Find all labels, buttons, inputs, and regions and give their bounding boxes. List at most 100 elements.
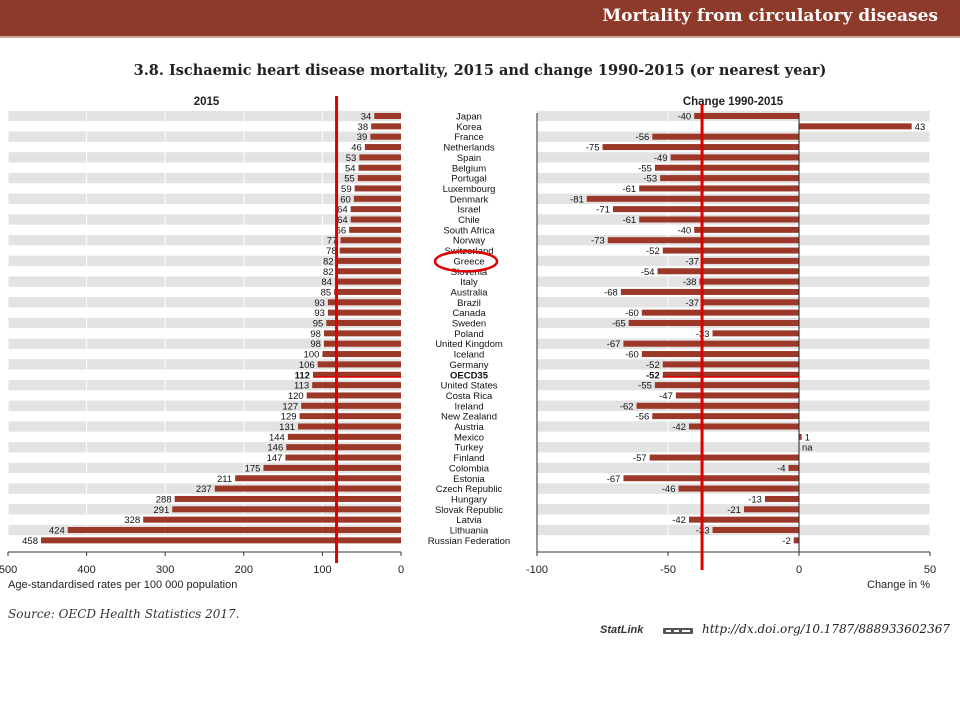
label-2015-oecd35: 112: [295, 370, 310, 381]
bar-change-slovak-republic: [743, 506, 799, 513]
label-2015-luxembourg: 59: [341, 184, 352, 195]
category-chile: Chile: [458, 215, 480, 226]
category-brazil: Brazil: [457, 298, 481, 309]
label-change-greece: -37: [685, 256, 699, 267]
label-2015-austria: 131: [279, 422, 295, 433]
label-change-australia: -68: [604, 287, 618, 298]
bar-2015-spain: [359, 154, 401, 161]
label-change-turkey: na: [802, 443, 813, 454]
label-change-ireland: -62: [620, 401, 634, 412]
label-2015-poland: 98: [310, 329, 321, 340]
bar-change-hungary: [764, 495, 799, 502]
label-change-spain: -49: [654, 153, 668, 164]
label-2015-spain: 53: [346, 153, 357, 164]
bar-change-france: [652, 133, 799, 140]
bar-change-poland: [712, 330, 799, 337]
bar-2015-ireland: [301, 402, 401, 409]
category-turkey: Turkey: [455, 443, 484, 454]
label-2015-norway: 77: [327, 236, 338, 247]
label-change-netherlands: -75: [586, 143, 600, 154]
bar-change-brazil: [702, 299, 799, 306]
label-change-italy: -38: [683, 277, 697, 288]
stripe-right: [537, 462, 930, 474]
chart-title: 3.8. Ischaemic heart disease mortality, …: [133, 62, 827, 79]
label-2015-estonia: 211: [217, 474, 232, 485]
label-change-russian-federation: -2: [782, 536, 790, 547]
bar-2015-australia: [334, 288, 401, 295]
category-mexico: Mexico: [454, 432, 484, 443]
statlink-url[interactable]: http://dx.doi.org/10.1787/888933602367: [702, 622, 950, 636]
label-2015-hungary: 288: [156, 494, 172, 505]
bar-2015-lithuania: [67, 527, 402, 533]
label-change-denmark: -81: [570, 194, 584, 205]
stripe-left: [8, 297, 401, 308]
label-change-austria: -42: [672, 422, 686, 433]
label-2015-greece: 82: [323, 256, 334, 267]
bar-change-luxembourg: [639, 185, 799, 192]
stripe-left: [8, 214, 401, 225]
label-2015-iceland: 100: [304, 350, 320, 361]
bar-2015-luxembourg: [354, 185, 401, 192]
label-2015-czech-republic: 237: [196, 484, 212, 495]
category-estonia: Estonia: [453, 474, 485, 485]
x-axis-label-left: Age-standardised rates per 100 000 popul…: [8, 579, 237, 591]
bar-2015-poland: [323, 330, 401, 337]
bar-change-chile: [639, 216, 799, 223]
stripe-left: [8, 400, 401, 411]
label-change-latvia: -42: [672, 515, 686, 526]
label-2015-denmark: 60: [340, 194, 351, 205]
tick-label-right--100: -100: [526, 564, 548, 576]
label-change-germany: -52: [646, 360, 660, 371]
category-spain: Spain: [457, 153, 481, 164]
bar-change-belgium: [654, 164, 799, 171]
panel-title-left: 2015: [194, 96, 220, 108]
section-banner: [0, 0, 960, 36]
bar-change-ireland: [636, 402, 799, 409]
bar-2015-norway: [340, 237, 401, 244]
stripe-left: [8, 442, 401, 453]
stripe-right: [537, 442, 930, 453]
tick-label-left-200: 200: [235, 564, 253, 576]
label-change-luxembourg: -61: [622, 184, 636, 195]
bar-2015-brazil: [327, 299, 401, 306]
label-2015-japan: 34: [361, 112, 372, 123]
bar-2015-estonia: [235, 475, 401, 482]
bar-2015-latvia: [143, 516, 401, 523]
label-2015-korea: 38: [358, 122, 369, 133]
label-change-portugal: -53: [643, 174, 657, 185]
bar-change-mexico: [799, 433, 802, 440]
stripe-left: [8, 359, 401, 370]
label-change-mexico: 1: [805, 432, 810, 443]
statlink-label: StatLink: [600, 624, 644, 636]
category-israel: Israel: [457, 205, 480, 216]
bar-change-spain: [670, 154, 799, 161]
bar-change-estonia: [623, 475, 799, 482]
x-axis-label-right: Change in %: [867, 579, 930, 591]
category-oecd35: OECD35: [450, 370, 489, 381]
bar-change-switzerland: [662, 247, 799, 254]
tick-label-left-400: 400: [77, 564, 95, 576]
bar-change-korea: [799, 123, 912, 130]
category-ireland: Ireland: [454, 401, 483, 412]
label-2015-united-kingdom: 98: [310, 339, 321, 350]
panel-title-right: Change 1990-2015: [683, 96, 784, 108]
label-change-sweden: -65: [612, 319, 626, 330]
bar-change-israel: [612, 206, 799, 213]
bar-change-czech-republic: [678, 485, 799, 492]
bar-2015-belgium: [358, 164, 401, 171]
category-lithuania: Lithuania: [450, 526, 489, 537]
bar-2015-iceland: [322, 351, 401, 358]
stripe-left: [8, 193, 401, 204]
label-2015-mexico: 144: [269, 432, 285, 443]
label-2015-australia: 85: [321, 287, 332, 298]
category-sweden: Sweden: [452, 319, 486, 330]
category-greece: Greece: [453, 256, 484, 267]
bar-2015-czech-republic: [214, 485, 401, 492]
stripe-left: [8, 379, 401, 391]
label-change-belgium: -55: [638, 163, 652, 174]
label-2015-turkey: 146: [267, 443, 283, 454]
bar-2015-canada: [327, 309, 401, 316]
bar-2015-sweden: [326, 320, 401, 326]
label-2015-france: 39: [357, 132, 368, 143]
stripe-left: [8, 152, 401, 163]
